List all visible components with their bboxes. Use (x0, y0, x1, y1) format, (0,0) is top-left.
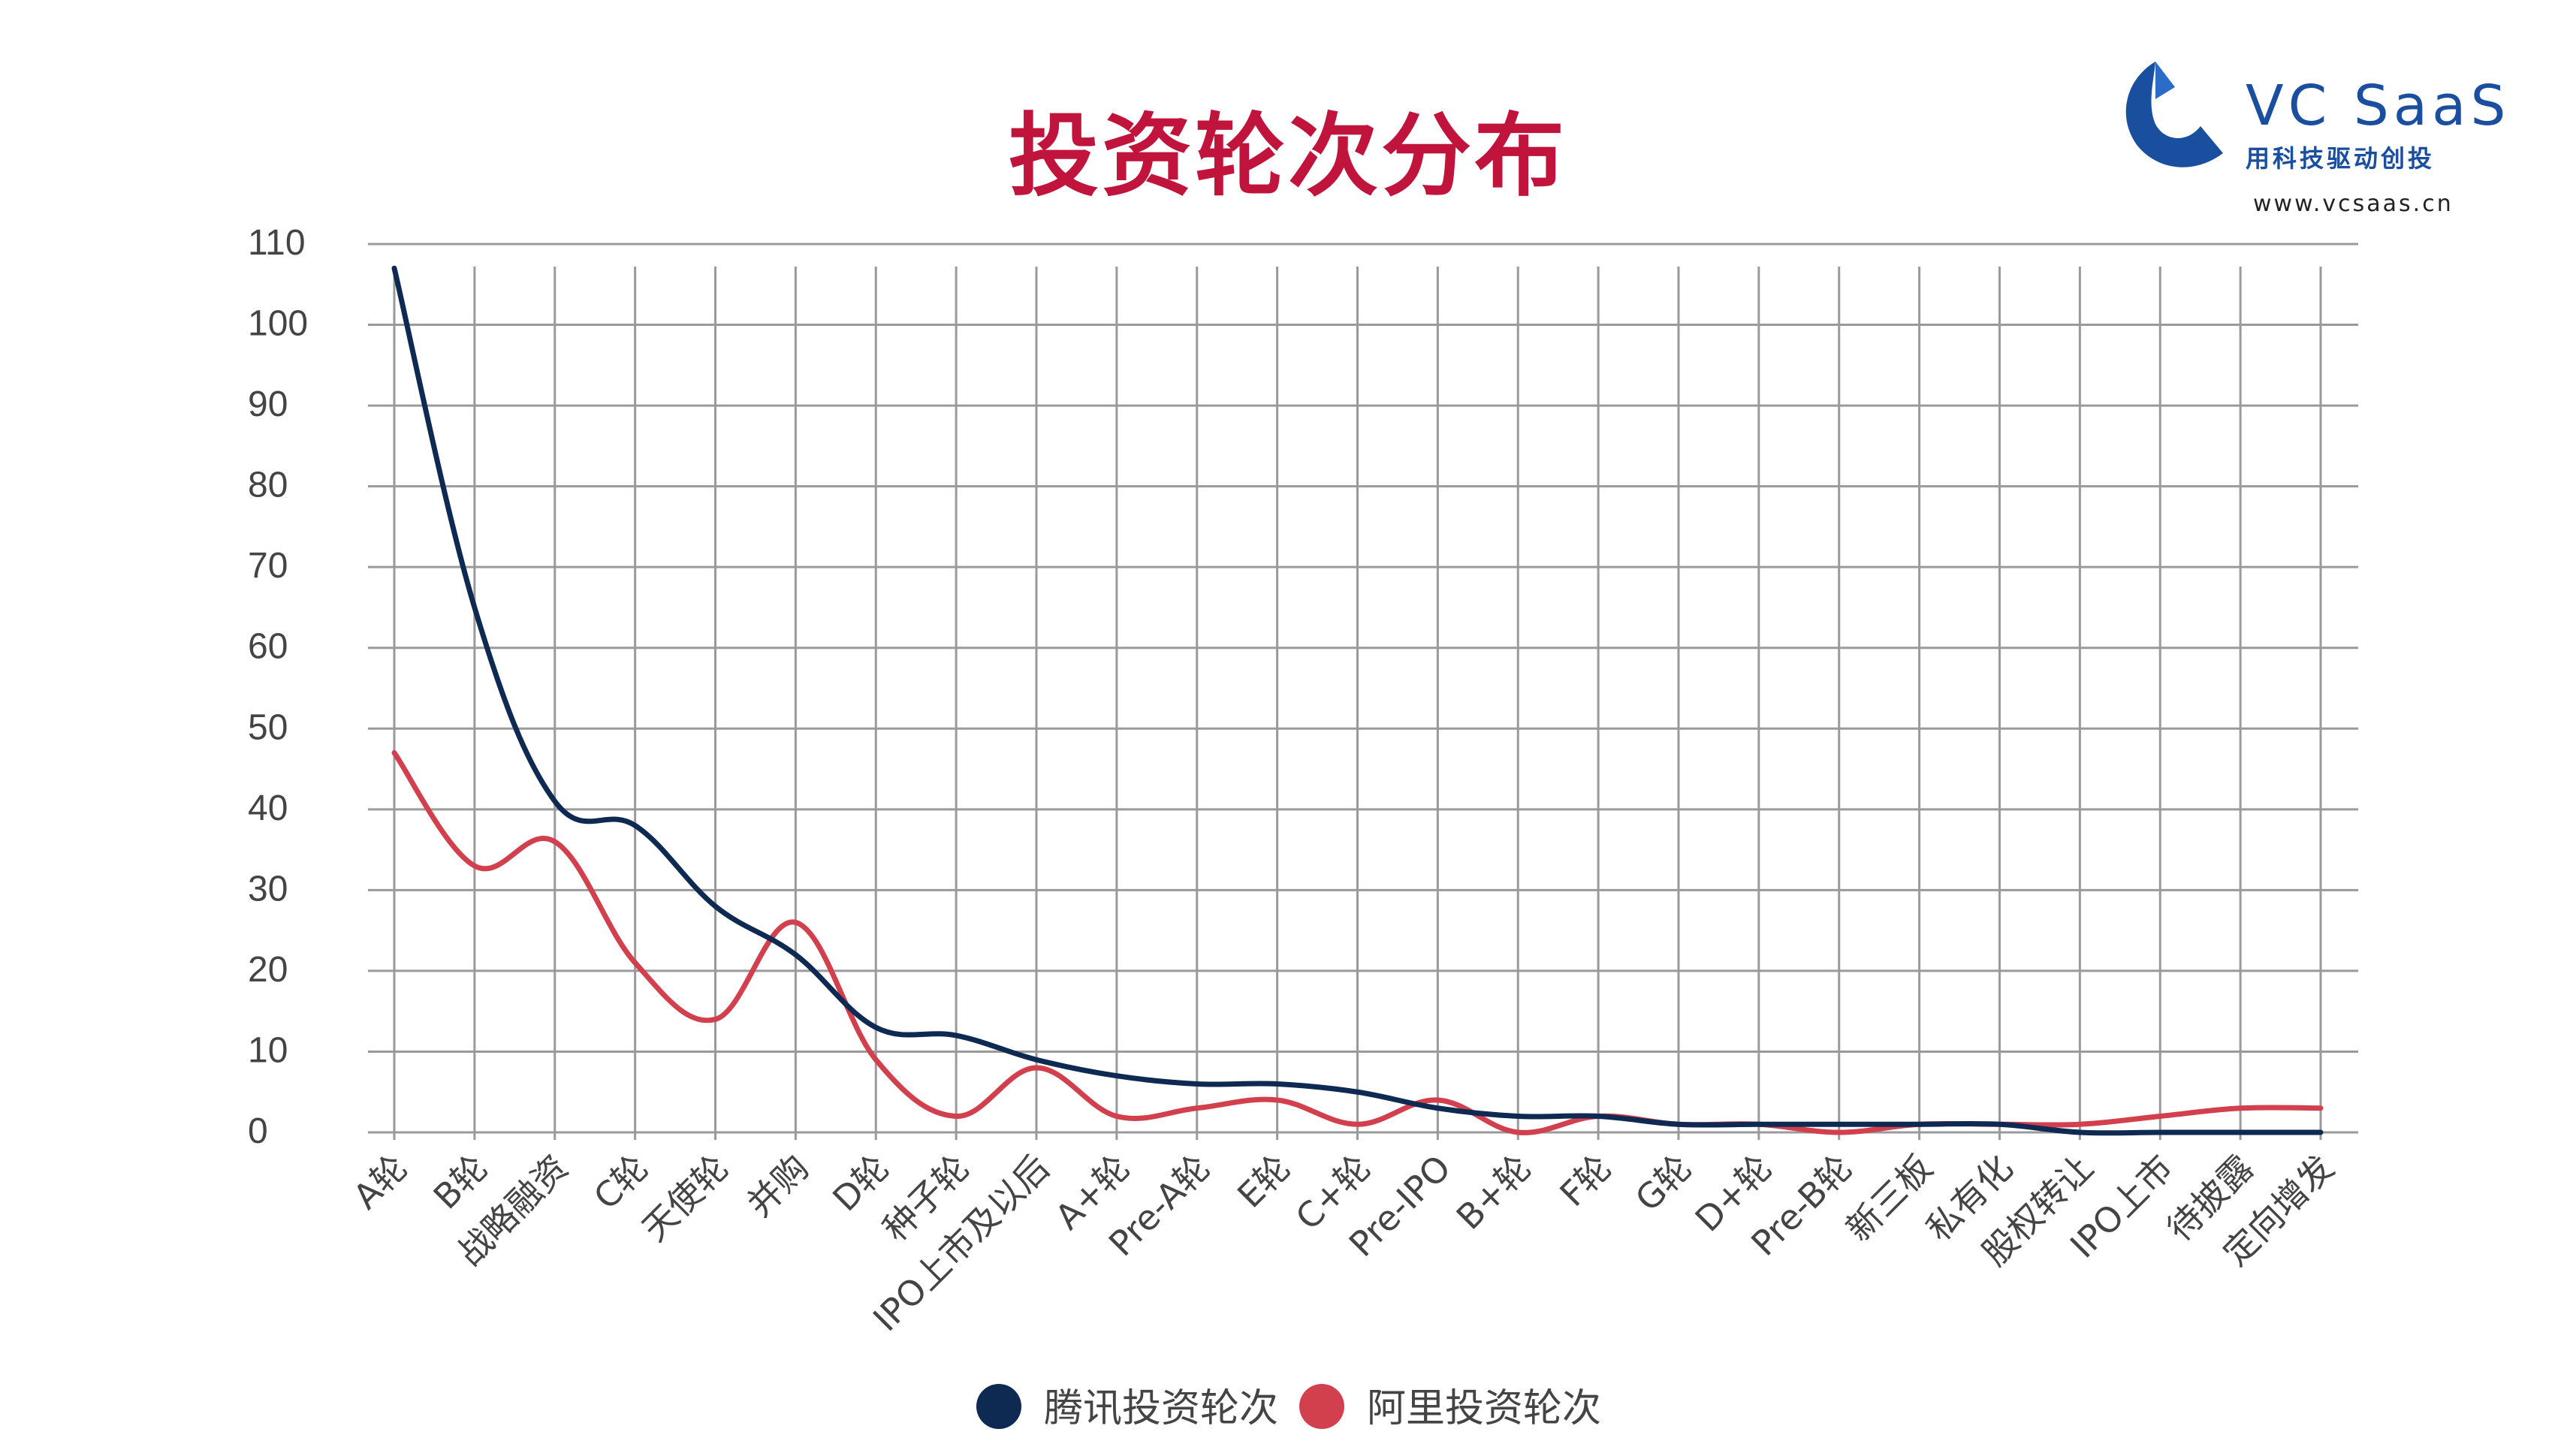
y-tick-label: 20 (248, 950, 288, 990)
legend-label: 阿里投资轮次 (1367, 1386, 1601, 1431)
y-tick-label: 60 (248, 627, 288, 667)
x-tick-label: E轮 (1229, 1147, 1298, 1216)
y-tick-label: 80 (248, 466, 288, 505)
y-axis-ticks: 0 10 20 30 40 50 60 70 80 90 100 110 (248, 223, 308, 1151)
brand-url[interactable]: www.vcsaas.cn (2253, 191, 2454, 217)
series-line-tencent (391, 265, 2324, 1136)
legend-marker (1299, 1384, 1344, 1429)
y-tick-label: 50 (248, 707, 288, 747)
y-tick-label: 40 (248, 788, 288, 828)
x-tick-label: 并购 (739, 1147, 816, 1225)
y-tick-label: 90 (248, 384, 288, 424)
x-tick-label: B轮 (426, 1147, 496, 1217)
y-tick-label: 30 (248, 869, 288, 909)
vc-saas-logo-icon (2125, 62, 2223, 167)
x-tick-label: C轮 (586, 1147, 656, 1217)
chart-grid (368, 243, 2358, 1140)
chart-legend: 腾讯投资轮次 阿里投资轮次 (976, 1384, 1601, 1431)
x-tick-label: 天使轮 (635, 1147, 737, 1250)
x-tick-label: B+轮 (1449, 1147, 1539, 1237)
y-tick-label: 110 (248, 223, 306, 263)
page-title: 投资轮次分布 (1009, 104, 1567, 209)
y-tick-label: 10 (248, 1030, 288, 1070)
y-tick-label: 0 (248, 1111, 268, 1151)
legend-marker (976, 1384, 1021, 1429)
brand-logo: VC SaaS 用科技驱动创投 www.vcsaas.cn (2110, 57, 2505, 222)
x-tick-label: 新三板 (1838, 1147, 1941, 1250)
y-tick-label: 70 (248, 546, 288, 586)
brand-slogan: 用科技驱动创投 (2246, 144, 2436, 173)
chart-series (391, 265, 2324, 1136)
brand-name: VC SaaS (2246, 74, 2511, 138)
legend-label: 腾讯投资轮次 (1044, 1386, 1278, 1431)
y-tick-label: 100 (248, 304, 308, 344)
x-tick-label: A轮 (345, 1147, 415, 1217)
x-tick-label: G轮 (1627, 1147, 1700, 1219)
x-tick-label: F轮 (1552, 1147, 1618, 1214)
x-tick-label: D轮 (825, 1147, 897, 1219)
